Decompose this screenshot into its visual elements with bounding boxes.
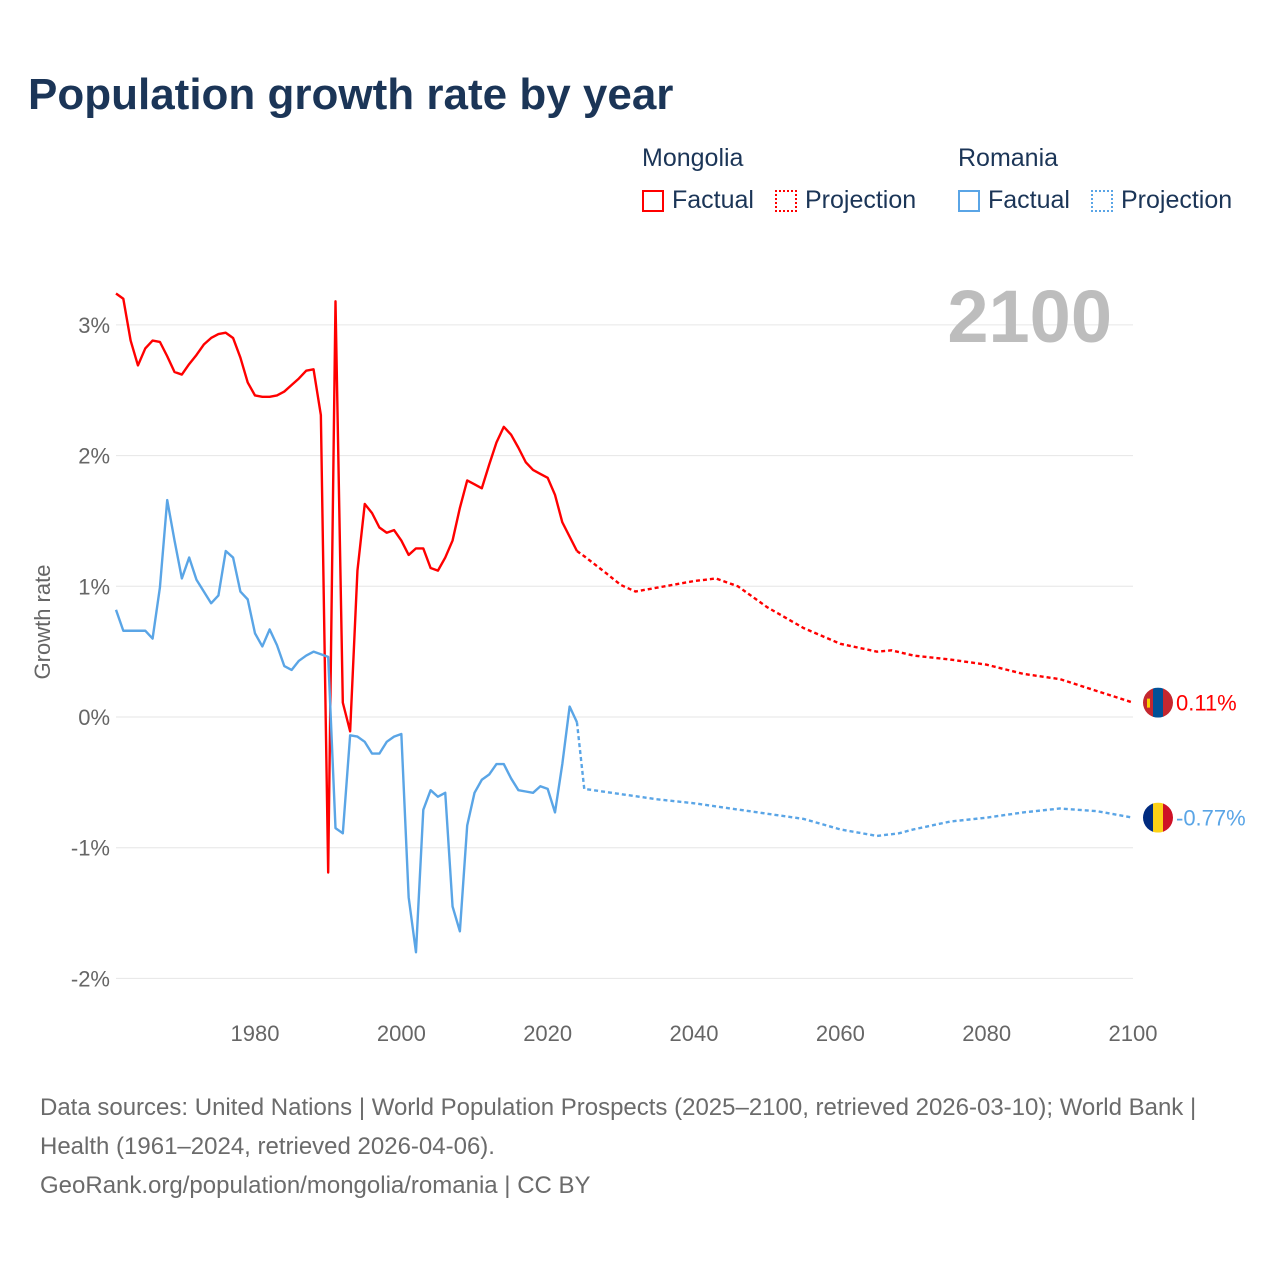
romania-factual-line — [114, 498, 579, 954]
x-tick-label: 2000 — [377, 1021, 426, 1046]
solid-swatch-icon — [642, 189, 664, 212]
mongolia-projection-line — [576, 550, 1134, 704]
x-tick-label: 2080 — [962, 1021, 1011, 1046]
mongolia-end-label: 0.11% — [1176, 691, 1237, 716]
legend-label: Projection — [805, 186, 917, 214]
dotted-swatch-icon — [775, 189, 797, 212]
y-tick-label: 1% — [78, 574, 110, 599]
y-axis-label: Growth rate — [30, 565, 55, 680]
x-tick-label: 2040 — [670, 1021, 719, 1046]
y-tick-label: 2% — [78, 444, 110, 469]
romania-projection-line — [575, 722, 1134, 838]
y-tick-label: -1% — [71, 836, 110, 861]
solid-swatch-icon — [958, 189, 980, 212]
y-tick-label: 0% — [78, 705, 110, 730]
legend-romania-factual[interactable]: Factual — [958, 186, 1070, 215]
romania-end-label: -0.77% — [1176, 806, 1246, 831]
legend-label: Projection — [1121, 186, 1233, 214]
legend-country-label: Romania — [958, 144, 1059, 172]
romania-flag-icon — [1143, 802, 1173, 833]
x-tick-label: 2060 — [816, 1021, 865, 1046]
y-tick-label: 3% — [78, 313, 110, 338]
legend-mongolia-factual[interactable]: Factual — [642, 186, 754, 215]
data-sources: Data sources: United Nations | World Pop… — [40, 1094, 1197, 1160]
year-watermark: 2100 — [947, 275, 1112, 358]
mongolia-flag-icon — [1143, 687, 1173, 718]
dotted-swatch-icon — [1091, 189, 1113, 212]
legend-mongolia-projection[interactable]: Projection — [775, 186, 916, 215]
chart-title: Population growth rate by year — [28, 70, 674, 119]
x-tick-label: 1980 — [231, 1021, 280, 1046]
x-tick-label: 2100 — [1109, 1021, 1158, 1046]
legend-label: Factual — [672, 186, 754, 214]
legend-country-label: Mongolia — [642, 144, 744, 172]
credit-link[interactable]: GeoRank.org/population/mongolia/romania … — [40, 1172, 591, 1199]
legend-romania-projection[interactable]: Projection — [1091, 186, 1232, 215]
legend-label: Factual — [988, 186, 1070, 214]
footer: Data sources: United Nations | World Pop… — [40, 1088, 1240, 1205]
y-tick-label: -2% — [71, 966, 110, 991]
mongolia-factual-line — [115, 292, 579, 874]
x-tick-label: 2020 — [523, 1021, 572, 1046]
